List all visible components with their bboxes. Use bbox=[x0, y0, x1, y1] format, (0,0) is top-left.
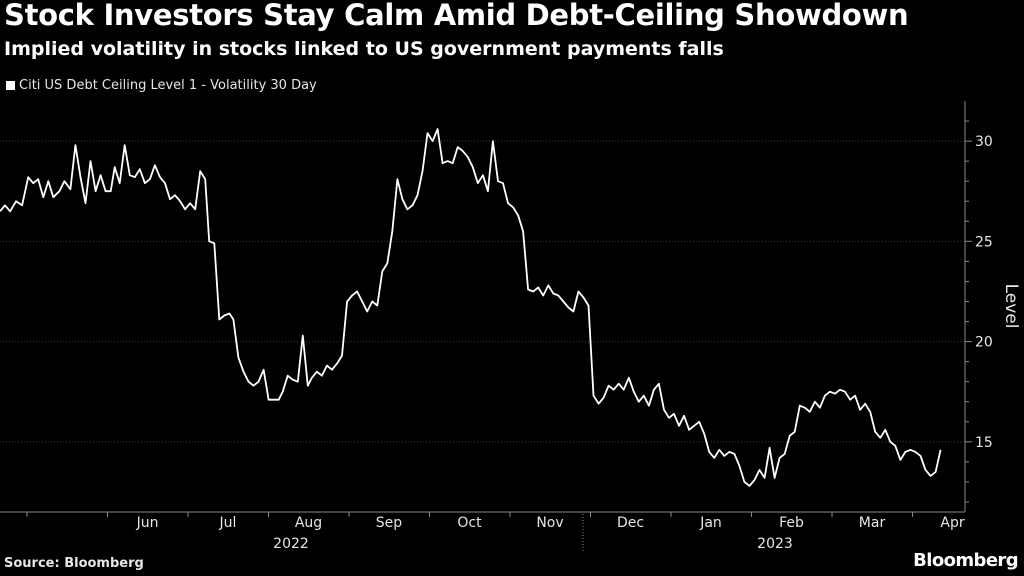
x-tick-label-jan: Jan bbox=[699, 515, 722, 531]
x-tick-label-sep: Sep bbox=[376, 515, 403, 531]
x-tick-label-dec: Dec bbox=[617, 515, 644, 531]
year-label-2023: 2023 bbox=[757, 536, 793, 552]
legend: Citi US Debt Ceiling Level 1 - Volatilit… bbox=[6, 78, 317, 93]
source-note: Source: Bloomberg bbox=[4, 556, 144, 571]
y-tick-label: 25 bbox=[975, 234, 993, 250]
x-tick-label-jun: Jun bbox=[136, 515, 159, 531]
chart-subtitle: Implied volatility in stocks linked to U… bbox=[4, 38, 724, 60]
y-axis-title: Level bbox=[1001, 284, 1021, 329]
bloomberg-logo: Bloomberg bbox=[913, 550, 1018, 571]
y-tick-label: 15 bbox=[975, 435, 993, 451]
x-tick-label-nov: Nov bbox=[536, 515, 563, 531]
x-tick-label-oct: Oct bbox=[457, 515, 482, 531]
x-tick-label-feb: Feb bbox=[779, 515, 804, 531]
series-line-volatility bbox=[0, 128, 942, 487]
x-tick-label-mar: Mar bbox=[859, 515, 886, 531]
legend-label: Citi US Debt Ceiling Level 1 - Volatilit… bbox=[19, 78, 317, 93]
y-tick-label: 20 bbox=[975, 335, 993, 351]
legend-swatch bbox=[6, 81, 15, 90]
chart-title: Stock Investors Stay Calm Amid Debt-Ceil… bbox=[4, 0, 909, 32]
x-tick-label-aug: Aug bbox=[295, 515, 322, 531]
x-tick-label-apr: Apr bbox=[940, 515, 964, 531]
x-tick-label-jul: Jul bbox=[219, 515, 237, 531]
y-tick-label: 30 bbox=[975, 134, 993, 150]
year-label-2022: 2022 bbox=[273, 536, 309, 552]
